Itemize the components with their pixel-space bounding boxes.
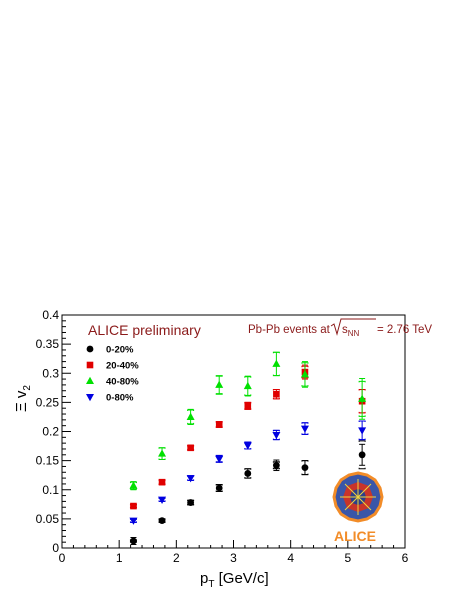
systematic-bracket: [358, 467, 366, 470]
data-point: [158, 517, 166, 525]
x-axis-title-unit: [GeV/c]: [214, 570, 268, 587]
data-point: [358, 394, 367, 402]
legend-marker: [86, 345, 94, 353]
data-point: [130, 537, 137, 545]
legend-marker: [86, 376, 94, 384]
sqrt-s-label: sNN: [342, 324, 360, 338]
sqrt-symbol: sNN = 2.76 TeV: [330, 318, 432, 338]
events-prefix: Pb-Pb events at: [248, 324, 331, 336]
data-point: [187, 444, 194, 452]
data-point: [243, 442, 252, 450]
data-point: [215, 421, 223, 428]
data-point: [130, 502, 137, 510]
x-tick-label: 2: [173, 551, 180, 565]
data-point: [272, 431, 281, 440]
x-axis-title-subscript: T: [208, 579, 214, 590]
legend-label: 40-80%: [106, 377, 139, 388]
legend-label: 20-40%: [106, 361, 139, 372]
legend-label: 0-20%: [106, 345, 134, 356]
sqrt-radical: [330, 318, 376, 336]
data-point: [215, 455, 224, 464]
data-point: [272, 461, 280, 469]
data-point: [186, 475, 195, 483]
sqrt-s-subscript: NN: [348, 329, 360, 338]
data-point: [273, 390, 280, 398]
events-suffix: = 2.76 TeV: [377, 324, 432, 336]
alice-logo-text: ALICE: [334, 528, 376, 544]
y-axis-title: Ξ v2: [13, 385, 33, 412]
series-0-20-: [129, 440, 366, 546]
y-tick-label: 0.3: [42, 366, 59, 380]
legend-label: 0-80%: [106, 393, 134, 404]
data-point: [129, 481, 138, 489]
y-axis-title-subscript: 2: [22, 385, 33, 391]
events-label: Pb-Pb events at: [248, 324, 331, 336]
tick-labels: 0 1 2 3 4 5 6 0 0.05 0.1 0.15 0.2 0.25 0.3 0.35 0.4: [36, 308, 409, 565]
data-point: [244, 402, 252, 410]
preliminary-label: ALICE preliminary: [88, 322, 201, 338]
data-point: [272, 359, 281, 367]
data-point: [129, 517, 138, 525]
data-point: [158, 478, 166, 486]
legend: 0-20% 20-40% 40-80% 0-80%: [86, 345, 139, 404]
x-tick-label: 3: [230, 551, 237, 565]
data-point: [358, 451, 366, 459]
data-point: [301, 464, 309, 472]
data-point: [215, 484, 223, 492]
x-tick-label: 5: [344, 551, 351, 565]
data-point: [158, 449, 167, 457]
series-0-80-: [129, 420, 367, 525]
y-tick-label: 0.35: [36, 337, 60, 351]
sqrt-s: s: [342, 324, 348, 336]
x-tick-label: 6: [402, 551, 409, 565]
axes: [61, 314, 406, 549]
data-point: [215, 380, 224, 388]
alice-logo: ALICE: [332, 471, 384, 544]
y-tick-label: 0: [52, 541, 59, 555]
alice-logo-emblem: [332, 471, 384, 523]
data-point: [243, 381, 252, 390]
x-tick-label: 1: [116, 551, 123, 565]
y-tick-label: 0.4: [42, 308, 59, 322]
data-point: [300, 370, 309, 378]
data-point: [300, 425, 309, 433]
y-tick-label: 0.2: [42, 425, 59, 439]
y-tick-label: 0.15: [36, 454, 60, 468]
systematic-bracket: [358, 440, 366, 442]
data-point: [187, 499, 195, 506]
x-tick-label: 4: [287, 551, 294, 565]
y-tick-label: 0.1: [42, 483, 59, 497]
x-axis-title: pT [GeV/c]: [200, 570, 269, 590]
x-tick-label: 0: [59, 551, 66, 565]
y-axis-title-main: Ξ v: [13, 390, 30, 412]
legend-marker: [86, 361, 94, 369]
y-tick-label: 0.05: [36, 512, 60, 526]
y-tick-label: 0.25: [36, 395, 60, 409]
data-point: [158, 496, 167, 504]
legend-marker: [86, 394, 94, 402]
x-axis-title-main: p: [200, 570, 208, 587]
data-point: [186, 412, 195, 420]
series-40-80-: [129, 351, 367, 491]
data-point: [244, 470, 252, 477]
data-point: [358, 427, 367, 435]
data-marks: [129, 351, 367, 546]
